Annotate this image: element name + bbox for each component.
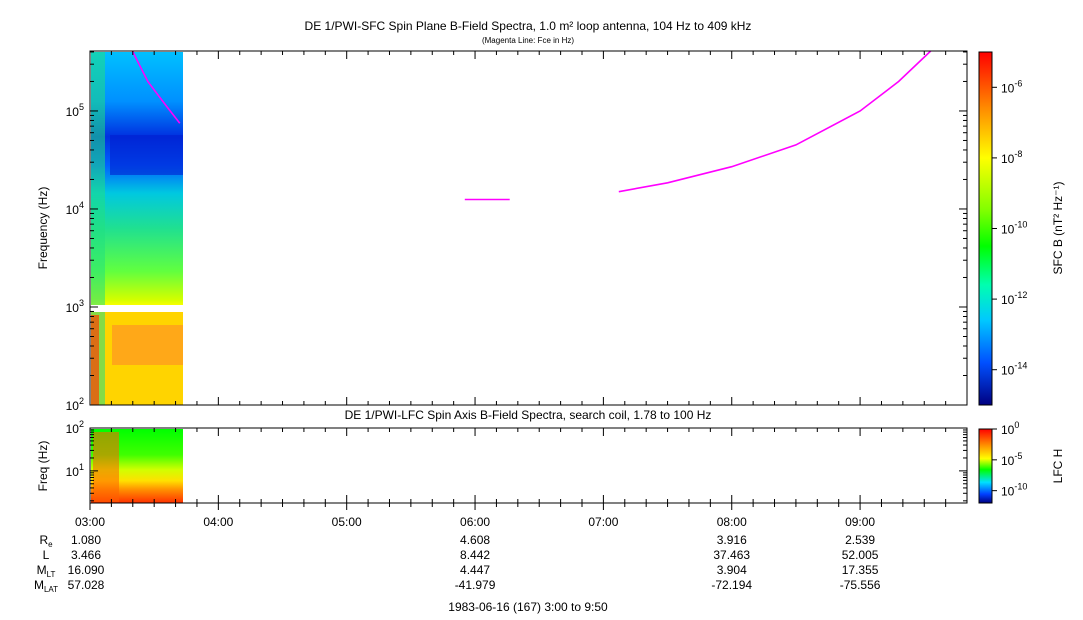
sfc-y-tick-label: 104 — [66, 200, 84, 217]
time-tick-label: 05:00 — [332, 515, 362, 529]
lfc-early-burst — [93, 432, 119, 502]
sfc-y-tick-label: 102 — [66, 396, 84, 413]
ephemeris-value: 8.442 — [460, 548, 490, 562]
ephemeris-table: Re 1.080 4.608 3.916 2.539 L 3.466 8.442 37.463 5… — [34, 533, 881, 594]
footer-date-range: 1983-06-16 (167) 3:00 to 9:50 — [448, 600, 608, 614]
sfc-colorbar-tick-label: 10-6 — [1001, 78, 1022, 95]
ephemeris-row-label: Re — [39, 533, 53, 549]
sfc-colorbar-tick-label: 10-8 — [1001, 149, 1022, 166]
lfc-title: DE 1/PWI-LFC Spin Axis B-Field Spectra, … — [345, 408, 712, 422]
ephemeris-value: 37.463 — [713, 548, 750, 562]
ephemeris-value: 57.028 — [68, 578, 105, 592]
fce-line — [131, 50, 932, 201]
sfc-subtitle: (Magenta Line: Fce in Hz) — [482, 36, 574, 45]
lfc-y-tick-label: 102 — [66, 419, 84, 436]
sfc-blue-band — [110, 135, 183, 175]
sfc-early-burst-red — [91, 315, 99, 405]
ephemeris-value: 17.355 — [842, 563, 879, 577]
sfc-spectrogram — [91, 52, 183, 405]
ephemeris-value: 16.090 — [68, 563, 105, 577]
sfc-colorbar-tick-label: 10-10 — [1001, 220, 1027, 237]
sfc-plot-frame — [89, 50, 968, 406]
ephemeris-value: -41.979 — [455, 578, 496, 592]
ephemeris-value: 3.904 — [717, 563, 747, 577]
sfc-low-band-orange — [112, 325, 183, 365]
sfc-colorbar — [978, 51, 993, 406]
lfc-colorbar-tick-label: 10-5 — [1001, 451, 1022, 468]
time-tick-label: 06:00 — [460, 515, 490, 529]
ephemeris-value: 3.466 — [71, 548, 101, 562]
lfc-colorbar-tick-label: 10-10 — [1001, 482, 1027, 499]
time-tick-label: 03:00 — [75, 515, 105, 529]
lfc-y-axis: 101 102 — [66, 419, 967, 502]
ephemeris-value: -75.556 — [840, 578, 881, 592]
sfc-title: DE 1/PWI-SFC Spin Plane B-Field Spectra,… — [305, 19, 752, 33]
fce-segment — [131, 50, 181, 124]
fce-segment — [618, 50, 932, 193]
ephemeris-row-label: L — [43, 548, 50, 562]
ephemeris-value: 1.080 — [71, 533, 101, 547]
ephemeris-value: 2.539 — [845, 533, 875, 547]
sfc-y-tick-label: 105 — [66, 102, 84, 119]
lfc-colorbar — [978, 428, 993, 504]
lfc-colorbar-tick-label: 100 — [1001, 420, 1019, 437]
lfc-y-label: Freq (Hz) — [36, 441, 50, 492]
sfc-y-label: Frequency (Hz) — [36, 187, 50, 270]
time-tick-label: 09:00 — [845, 515, 875, 529]
sfc-colorbar-tick-label: 10-14 — [1001, 361, 1027, 378]
lfc-plot-frame — [89, 427, 968, 504]
ephemeris-value: -72.194 — [711, 578, 752, 592]
ephemeris-row-label: MLAT — [34, 578, 58, 594]
time-axis: 03:00 04:00 05:00 06:00 07:00 08:00 09:00 — [75, 51, 947, 529]
time-tick-label: 07:00 — [588, 515, 618, 529]
sfc-colorbar-tick-label: 10-12 — [1001, 290, 1027, 307]
lfc-colorbar-label: LFC H — [1051, 449, 1065, 484]
ephemeris-row-label: MLT — [37, 563, 56, 579]
time-tick-label: 04:00 — [203, 515, 233, 529]
ephemeris-value: 4.608 — [460, 533, 490, 547]
sfc-colorbar-label: SFC B (nT² Hz⁻¹) — [1051, 182, 1065, 275]
lfc-spectrogram — [91, 429, 183, 503]
lfc-y-tick-label: 101 — [66, 462, 84, 479]
ephemeris-value: 4.447 — [460, 563, 490, 577]
sfc-y-tick-label: 103 — [66, 298, 84, 315]
sfc-data-gap — [91, 305, 183, 312]
lfc-colorbar-ticks: 100 10-5 10-10 — [992, 420, 1027, 499]
sfc-y-axis: 102 103 104 105 — [66, 51, 967, 413]
ephemeris-value: 52.005 — [842, 548, 879, 562]
ephemeris-value: 3.916 — [717, 533, 747, 547]
sfc-colorbar-ticks: 10-6 10-8 10-10 10-12 10-14 — [992, 78, 1027, 378]
time-tick-label: 08:00 — [717, 515, 747, 529]
